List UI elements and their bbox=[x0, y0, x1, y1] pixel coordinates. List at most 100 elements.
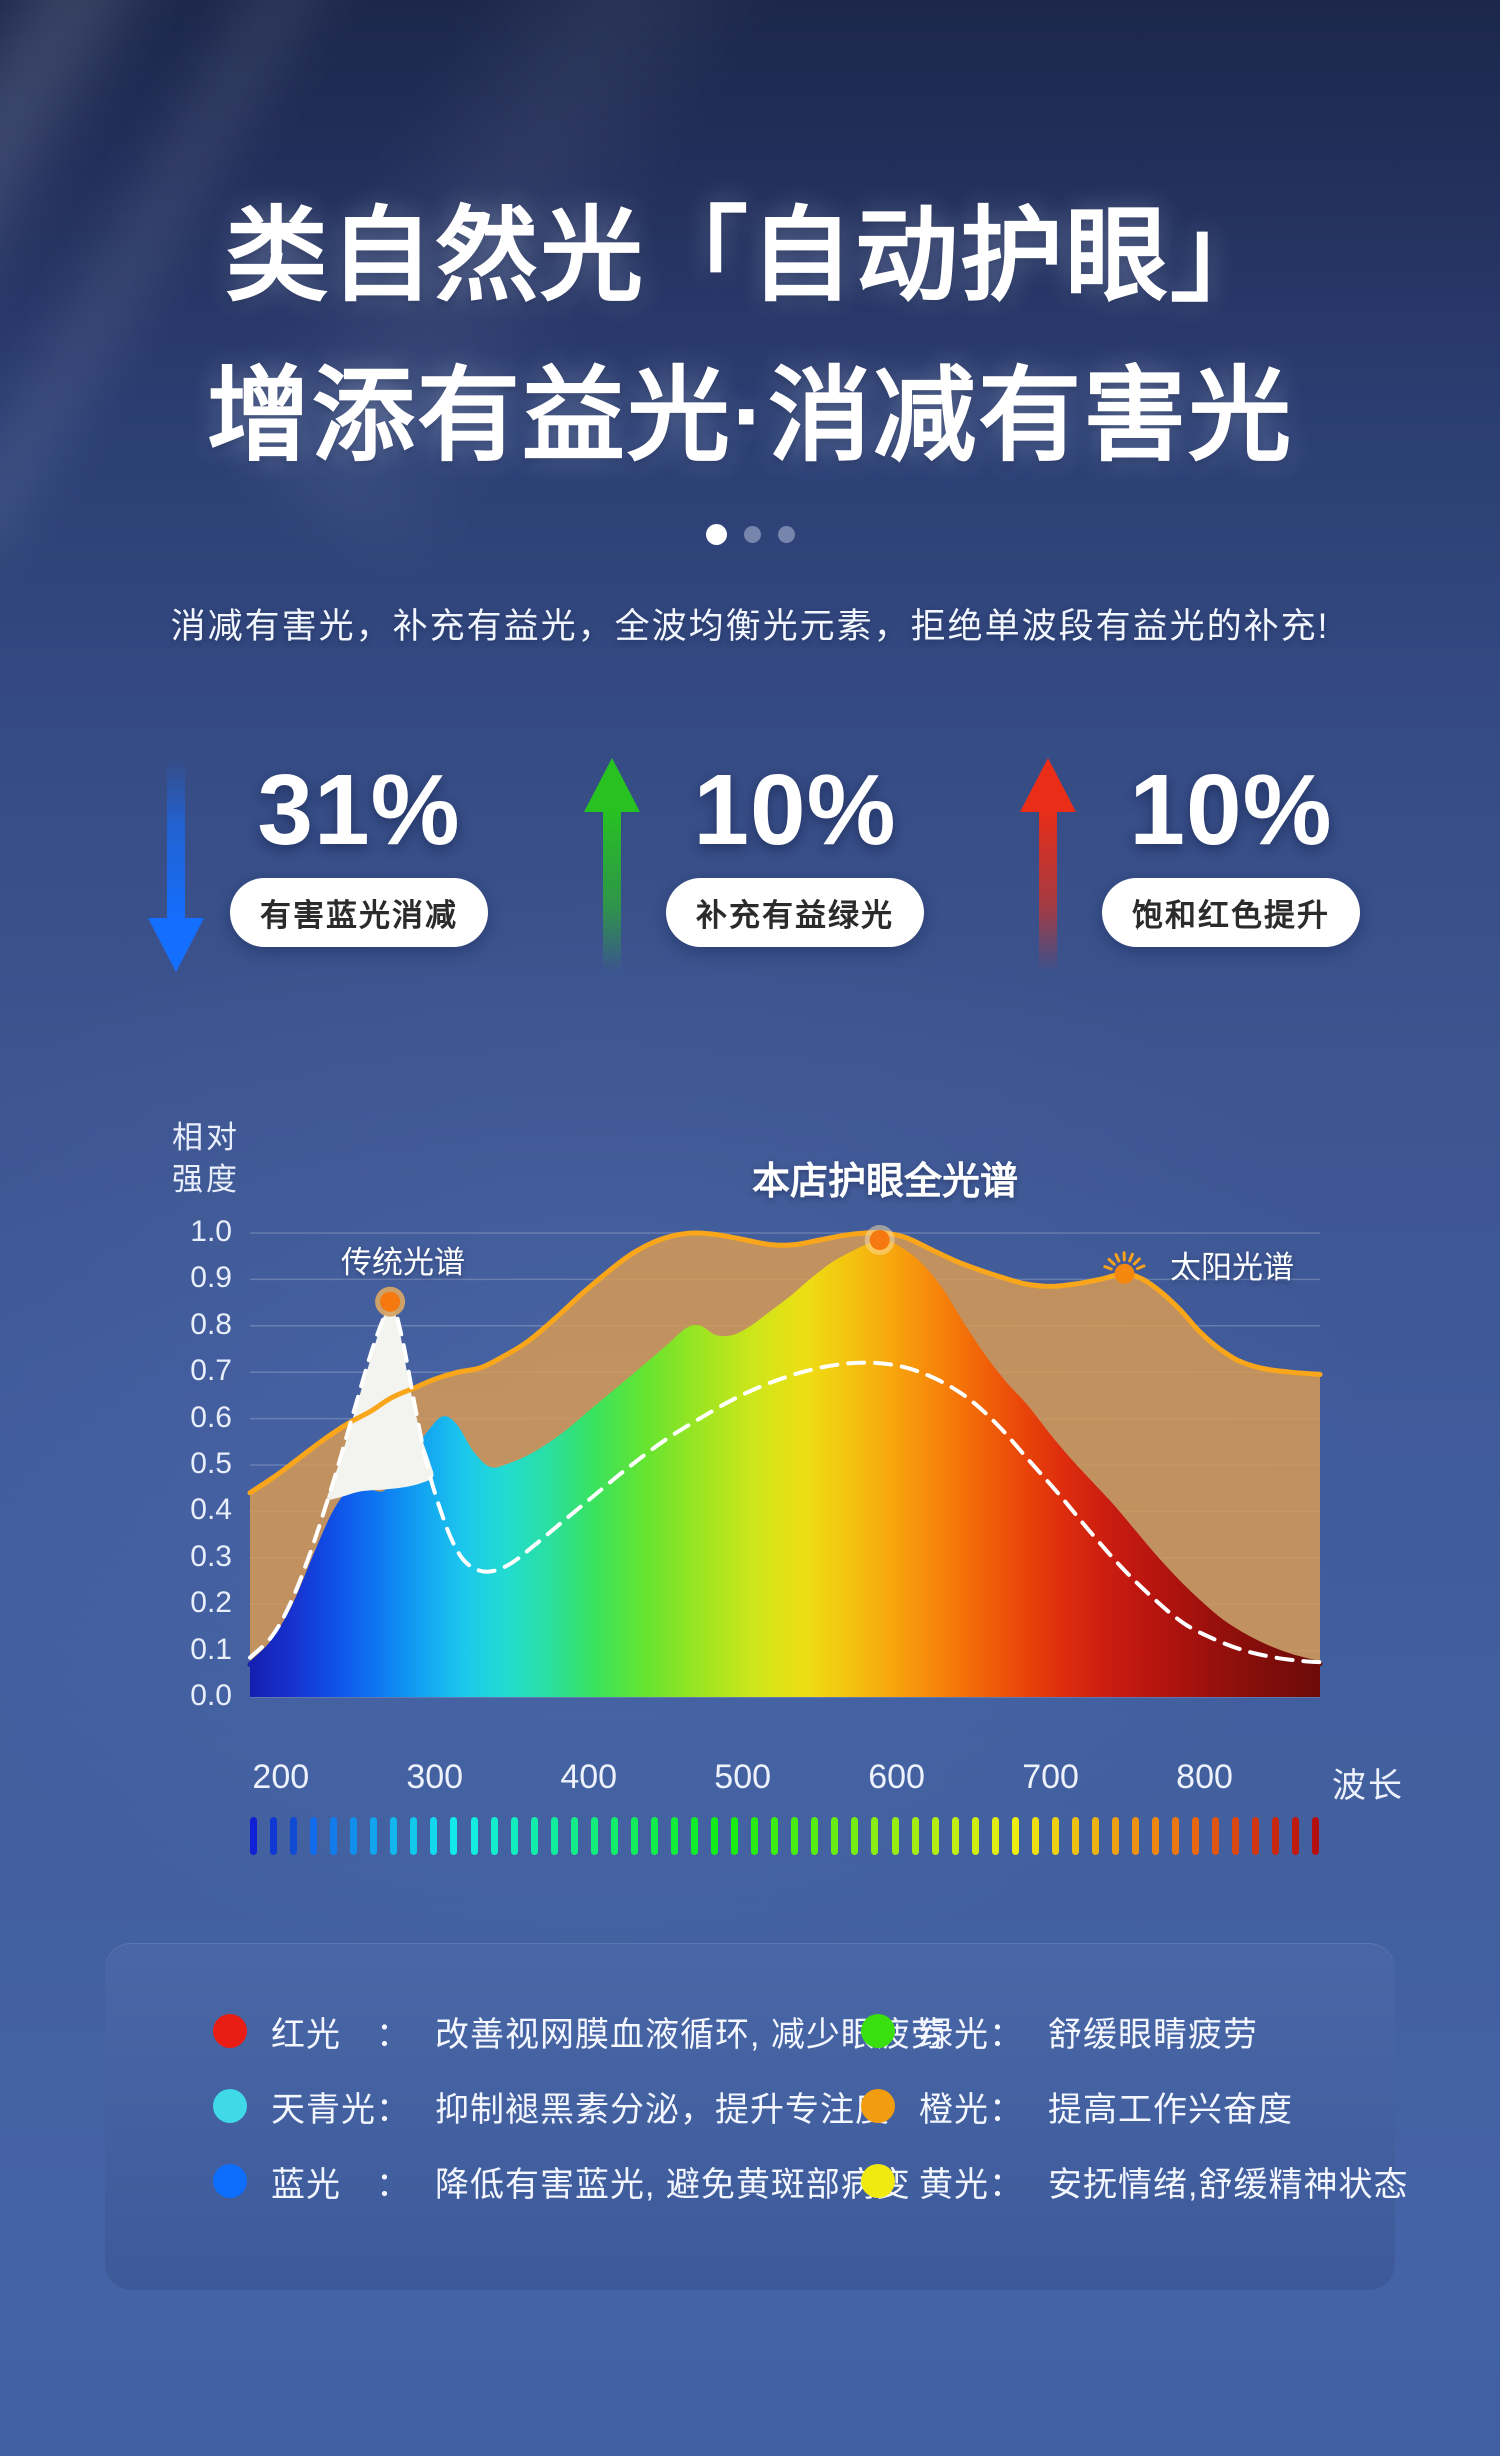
x-tick-label: 500 bbox=[714, 1758, 772, 1796]
colorbar-tick bbox=[1172, 1817, 1180, 1855]
x-axis-unit: 波长 bbox=[1332, 1767, 1404, 1805]
colorbar-tick bbox=[691, 1817, 699, 1855]
legend-color-dot bbox=[861, 2014, 895, 2048]
wavelength-colorbar bbox=[250, 1817, 1320, 1855]
colorbar-tick bbox=[731, 1817, 739, 1855]
colorbar-tick bbox=[911, 1817, 919, 1855]
x-tick-label: 600 bbox=[868, 1758, 925, 1796]
colorbar-tick bbox=[410, 1817, 418, 1855]
colorbar-tick bbox=[851, 1817, 859, 1855]
subtitle: 消减有害光，补充有益光，全波均衡光元素，拒绝单波段有益光的补充! bbox=[170, 607, 1330, 646]
colorbar-tick bbox=[570, 1817, 578, 1855]
colorbar-tick bbox=[390, 1817, 398, 1855]
colorbar-tick bbox=[490, 1817, 498, 1855]
colorbar-tick bbox=[891, 1817, 899, 1855]
legend-light-name: 红光 ： bbox=[271, 2015, 411, 2054]
colorbar-tick bbox=[1252, 1817, 1260, 1855]
legend-row: 蓝光 ： 降低有害蓝光, 避免黄斑部病变 bbox=[213, 2159, 910, 2204]
colorbar-tick bbox=[650, 1817, 658, 1855]
colorbar-tick bbox=[831, 1817, 839, 1855]
title-line-1: 类自然光「自动护眼」 bbox=[225, 198, 1275, 313]
legend-row: 天青光： 抑制褪黑素分泌，提升专注度 bbox=[213, 2084, 889, 2129]
legend-light-desc: 改善视网膜血液循环, 减少眼疲劳 bbox=[435, 2015, 946, 2054]
carousel-dot-active[interactable] bbox=[705, 524, 727, 545]
stat-label: 补充有益绿光 bbox=[666, 878, 924, 947]
legend-light-name: 黄光： bbox=[919, 2165, 1024, 2204]
label-store-spectrum: 本店护眼全光谱 bbox=[751, 1161, 1018, 1203]
colorbar-tick bbox=[1292, 1817, 1300, 1855]
x-tick-label: 400 bbox=[560, 1758, 618, 1796]
y-tick-label: 0.0 bbox=[190, 1679, 232, 1712]
colorbar-tick bbox=[1232, 1817, 1240, 1855]
legend-light-desc: 安抚情绪,舒缓精神状态 bbox=[1048, 2165, 1409, 2204]
colorbar-tick bbox=[630, 1817, 638, 1855]
colorbar-tick bbox=[370, 1817, 378, 1855]
stats-row: 31% 有害蓝光消减 10% 补充有益绿光 10% 饱和红色提升 bbox=[0, 758, 1500, 988]
y-tick-label: 0.8 bbox=[190, 1307, 232, 1341]
page-title: 类自然光「自动护眼」 增添有益光·消减有害光 bbox=[0, 176, 1500, 496]
legend-panel: 红光 ： 改善视网膜血液循环, 减少眼疲劳 天青光： 抑制褪黑素分泌，提升专注度 蓝光 … bbox=[105, 1943, 1407, 2290]
stat-label: 饱和红色提升 bbox=[1102, 878, 1360, 947]
colorbar-tick bbox=[670, 1817, 678, 1855]
stat-blue-reduction: 31% 有害蓝光消减 bbox=[148, 758, 488, 988]
colorbar-tick bbox=[971, 1817, 979, 1855]
legend-color-dot bbox=[861, 2089, 895, 2123]
legend-light-name: 橙光： bbox=[919, 2090, 1024, 2129]
colorbar-tick bbox=[550, 1817, 558, 1855]
stat-value: 31% bbox=[257, 754, 461, 866]
colorbar-tick bbox=[1112, 1817, 1120, 1855]
legend-light-desc: 抑制褪黑素分泌，提升专注度 bbox=[435, 2090, 890, 2129]
y-tick-label: 0.9 bbox=[190, 1261, 232, 1295]
colorbar-tick bbox=[751, 1817, 759, 1855]
y-tick-label: 0.7 bbox=[190, 1354, 232, 1388]
y-tick-label: 0.5 bbox=[190, 1447, 232, 1480]
legend-light-desc: 降低有害蓝光, 避免黄斑部病变 bbox=[435, 2165, 911, 2204]
colorbar-tick bbox=[510, 1817, 518, 1855]
colorbar-tick bbox=[1212, 1817, 1220, 1855]
colorbar-tick bbox=[1071, 1817, 1079, 1855]
colorbar-tick bbox=[1031, 1817, 1039, 1855]
legend-col-left: 红光 ： 改善视网膜血液循环, 减少眼疲劳 天青光： 抑制褪黑素分泌，提升专注度 蓝光 … bbox=[213, 2009, 945, 2290]
colorbar-tick bbox=[1312, 1817, 1320, 1855]
colorbar-tick bbox=[1192, 1817, 1200, 1855]
colorbar-tick bbox=[430, 1817, 438, 1855]
colorbar-tick bbox=[590, 1817, 598, 1855]
spectrum-chart: 相对 强度 1.0 0.9 0.8 0.7 0.6 0.5 0.4 0.3 0.2 0.1 0.0 … bbox=[80, 1095, 1440, 1885]
colorbar-tick bbox=[350, 1817, 358, 1855]
spectrum-plot bbox=[247, 1225, 1323, 1698]
legend-color-dot bbox=[213, 2164, 247, 2198]
colorbar-tick bbox=[530, 1817, 538, 1855]
legend-col-right: 绿光： 舒缓眼睛疲劳 橙光： 提高工作兴奋度 黄光： 安抚情绪,舒缓精神状态 bbox=[861, 2009, 1408, 2290]
colorbar-tick bbox=[290, 1817, 298, 1855]
arrow-up-icon bbox=[1020, 758, 1076, 972]
legend-light-name: 蓝光 ： bbox=[271, 2165, 411, 2204]
carousel-dot[interactable] bbox=[743, 526, 761, 543]
y-tick-label: 0.6 bbox=[190, 1400, 232, 1434]
colorbar-tick bbox=[270, 1817, 278, 1855]
label-traditional-spectrum: 传统光谱 bbox=[341, 1245, 465, 1280]
colorbar-tick bbox=[470, 1817, 478, 1855]
legend-light-desc: 舒缓眼睛疲劳 bbox=[1048, 2015, 1258, 2054]
label-solar-spectrum: 太阳光谱 bbox=[1170, 1250, 1294, 1285]
colorbar-tick bbox=[450, 1817, 458, 1855]
legend-row: 红光 ： 改善视网膜血液循环, 减少眼疲劳 bbox=[213, 2009, 945, 2054]
colorbar-tick bbox=[330, 1817, 338, 1855]
colorbar-tick bbox=[1011, 1817, 1019, 1855]
y-tick-label: 0.1 bbox=[190, 1632, 232, 1666]
legend-row: 橙光： 提高工作兴奋度 bbox=[861, 2084, 1408, 2129]
colorbar-tick bbox=[771, 1817, 779, 1855]
legend-color-dot bbox=[213, 2014, 247, 2048]
stat-value: 10% bbox=[1129, 754, 1333, 866]
legend-color-dot bbox=[861, 2164, 895, 2198]
legend-row: 黄光： 安抚情绪,舒缓精神状态 bbox=[861, 2159, 1409, 2204]
colorbar-tick bbox=[1091, 1817, 1099, 1855]
colorbar-tick bbox=[250, 1817, 257, 1855]
y-tick-label: 0.4 bbox=[190, 1493, 232, 1527]
stat-label: 有害蓝光消减 bbox=[230, 878, 488, 947]
y-axis-title: 相对 强度 bbox=[172, 1120, 240, 1197]
colorbar-tick bbox=[951, 1817, 959, 1855]
x-tick-label: 300 bbox=[406, 1758, 464, 1796]
y-tick-label: 0.3 bbox=[190, 1539, 232, 1573]
arrow-down-icon bbox=[148, 758, 204, 972]
carousel-dot[interactable] bbox=[777, 526, 795, 543]
